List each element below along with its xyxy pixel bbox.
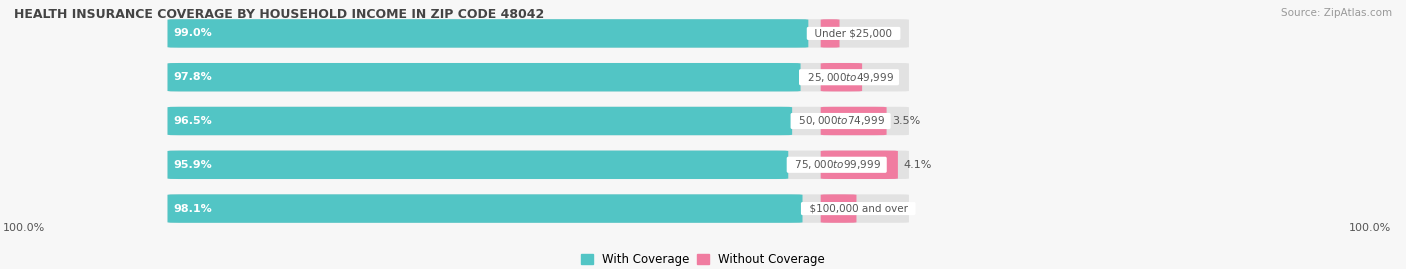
Text: $25,000 to $49,999: $25,000 to $49,999 [800, 71, 897, 84]
FancyBboxPatch shape [821, 194, 856, 223]
FancyBboxPatch shape [821, 107, 887, 135]
FancyBboxPatch shape [167, 63, 908, 91]
Text: 98.1%: 98.1% [173, 204, 212, 214]
Text: Source: ZipAtlas.com: Source: ZipAtlas.com [1281, 8, 1392, 18]
Text: 99.0%: 99.0% [173, 29, 212, 38]
FancyBboxPatch shape [167, 107, 792, 135]
Text: $50,000 to $74,999: $50,000 to $74,999 [792, 115, 889, 128]
FancyBboxPatch shape [167, 151, 908, 179]
Text: 3.5%: 3.5% [893, 116, 921, 126]
Text: 100.0%: 100.0% [1350, 223, 1392, 233]
Text: $100,000 and over: $100,000 and over [803, 204, 914, 214]
Legend: With Coverage, Without Coverage: With Coverage, Without Coverage [576, 248, 830, 269]
Text: HEALTH INSURANCE COVERAGE BY HOUSEHOLD INCOME IN ZIP CODE 48042: HEALTH INSURANCE COVERAGE BY HOUSEHOLD I… [14, 8, 544, 21]
FancyBboxPatch shape [167, 194, 803, 223]
Text: 96.5%: 96.5% [173, 116, 212, 126]
Text: Under $25,000: Under $25,000 [808, 29, 898, 38]
Text: 1.9%: 1.9% [862, 204, 891, 214]
FancyBboxPatch shape [821, 63, 862, 91]
Text: 97.8%: 97.8% [173, 72, 212, 82]
Text: 2.2%: 2.2% [868, 72, 897, 82]
Text: 95.9%: 95.9% [173, 160, 212, 170]
FancyBboxPatch shape [167, 151, 789, 179]
Text: 4.1%: 4.1% [904, 160, 932, 170]
Text: 100.0%: 100.0% [3, 223, 45, 233]
Text: 1.0%: 1.0% [845, 29, 873, 38]
FancyBboxPatch shape [167, 194, 908, 223]
FancyBboxPatch shape [167, 19, 908, 48]
Text: $75,000 to $99,999: $75,000 to $99,999 [789, 158, 886, 171]
FancyBboxPatch shape [167, 107, 908, 135]
FancyBboxPatch shape [167, 19, 808, 48]
FancyBboxPatch shape [167, 63, 800, 91]
FancyBboxPatch shape [821, 19, 839, 48]
FancyBboxPatch shape [821, 151, 898, 179]
